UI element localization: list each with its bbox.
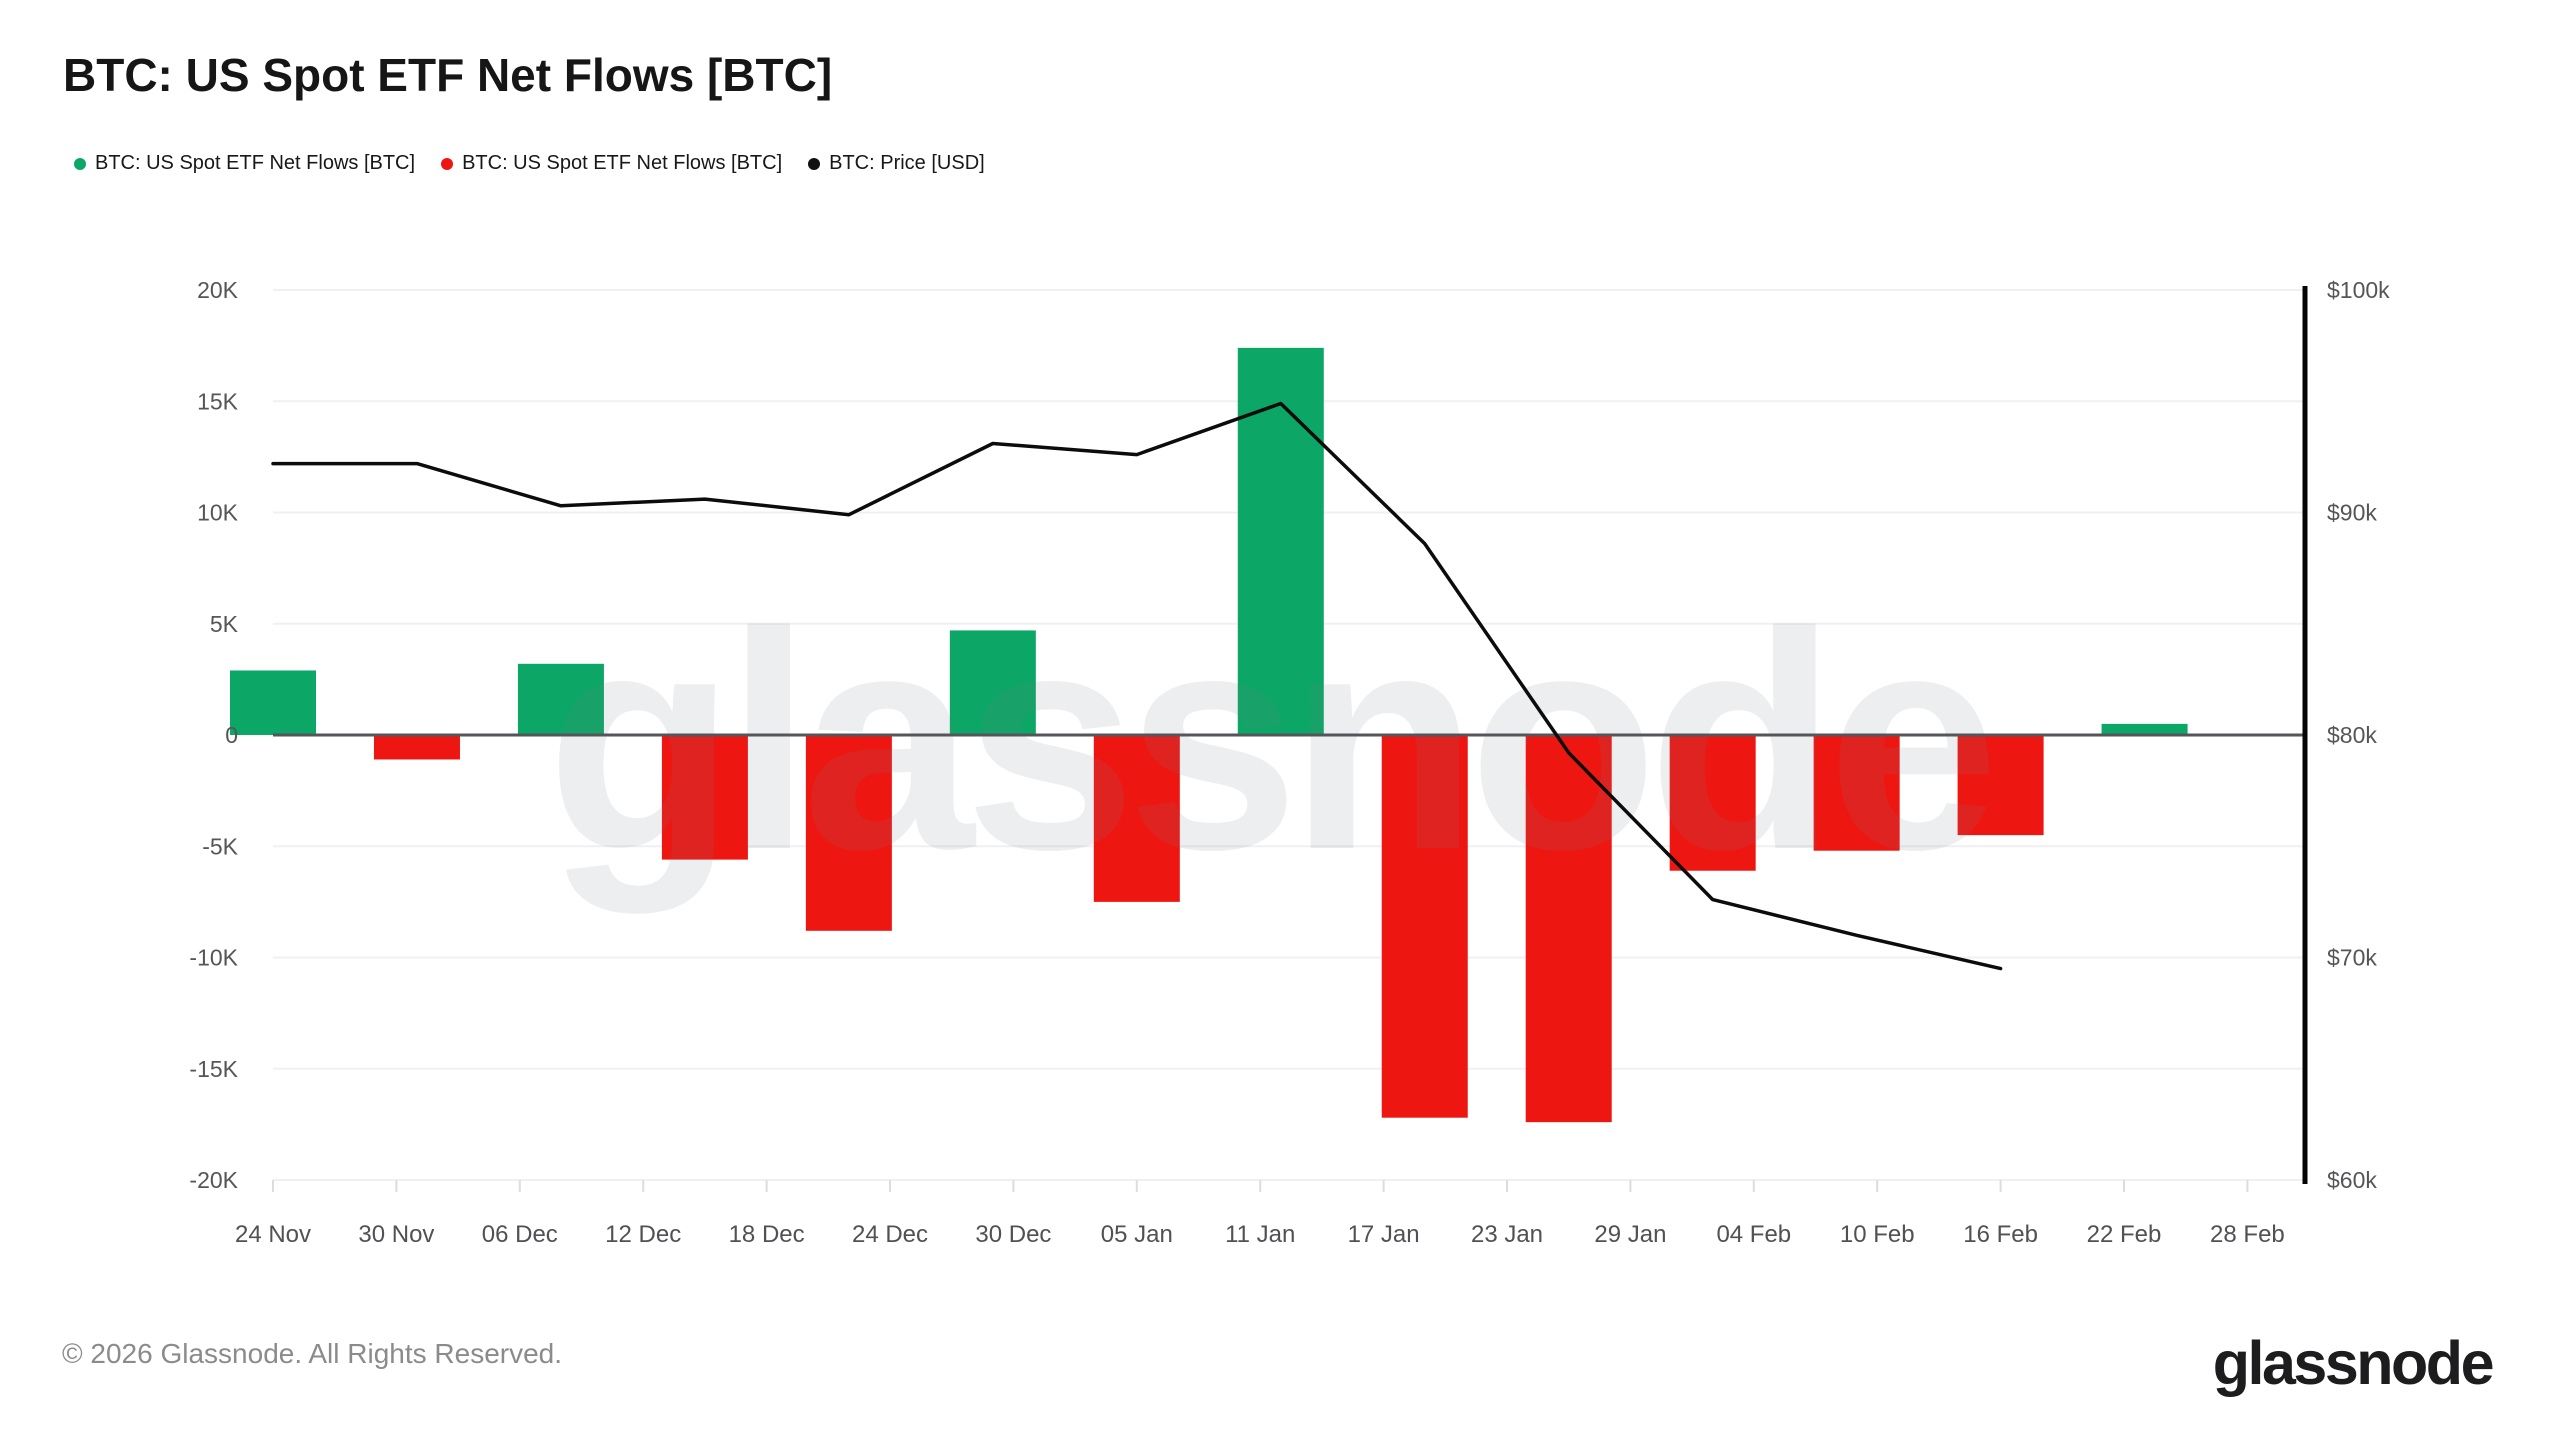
y-axis-label-left: -5K bbox=[202, 833, 238, 859]
legend-label: BTC: US Spot ETF Net Flows [BTC] bbox=[95, 152, 416, 174]
y-axis-label-left: -15K bbox=[189, 1056, 238, 1082]
x-axis-label: 29 Jan bbox=[1594, 1221, 1666, 1248]
x-axis-label: 10 Feb bbox=[1840, 1221, 1915, 1248]
x-axis-label: 24 Nov bbox=[235, 1221, 311, 1248]
y-axis-label-right: $60k bbox=[2327, 1167, 2377, 1193]
bar-23-feb[interactable] bbox=[2101, 723, 2188, 735]
x-axis-label: 17 Jan bbox=[1348, 1221, 1420, 1248]
legend-label: BTC: Price [USD] bbox=[829, 152, 985, 174]
bar-16-feb[interactable] bbox=[1957, 735, 2044, 836]
y-axis-label-left: -20K bbox=[189, 1167, 238, 1193]
y-axis-label-left: 10K bbox=[197, 500, 239, 526]
bar-19-jan[interactable] bbox=[1381, 735, 1468, 1118]
legend-dot-black-icon bbox=[808, 157, 821, 170]
chart-legend: BTC: US Spot ETF Net Flows [BTC] BTC: US… bbox=[74, 152, 985, 175]
x-axis-label: 28 Feb bbox=[2210, 1221, 2285, 1248]
x-axis-label: 23 Jan bbox=[1471, 1221, 1543, 1248]
legend-item-netflows-negative[interactable]: BTC: US Spot ETF Net Flows [BTC] bbox=[441, 152, 782, 175]
x-axis-label: 30 Nov bbox=[358, 1221, 434, 1248]
y-axis-label-right: $80k bbox=[2327, 722, 2377, 748]
y-axis-label-right: $100k bbox=[2327, 277, 2390, 303]
bar-29-dec[interactable] bbox=[949, 630, 1036, 735]
glassnode-logo: glassnode bbox=[2212, 1329, 2495, 1397]
bar-09-feb[interactable] bbox=[1813, 735, 1900, 851]
x-axis-label: 04 Feb bbox=[1716, 1221, 1791, 1248]
y-axis-label-right: $70k bbox=[2327, 945, 2377, 971]
y-axis-label-right: $90k bbox=[2327, 500, 2377, 526]
page-title: BTC: US Spot ETF Net Flows [BTC] bbox=[63, 49, 833, 101]
bar-05-jan[interactable] bbox=[1093, 735, 1180, 902]
bar-22-dec[interactable] bbox=[805, 735, 892, 931]
y-axis-label-left: 20K bbox=[197, 277, 239, 303]
x-axis-label: 18 Dec bbox=[729, 1221, 805, 1248]
bar-15-dec[interactable] bbox=[661, 735, 748, 860]
x-axis-label: 11 Jan bbox=[1225, 1221, 1295, 1248]
x-axis-label: 30 Dec bbox=[975, 1221, 1051, 1248]
x-axis-label: 05 Jan bbox=[1101, 1221, 1173, 1248]
y-axis-label-left: 15K bbox=[197, 388, 239, 414]
y-axis-label-left: 0 bbox=[225, 722, 238, 748]
bar-26-jan[interactable] bbox=[1525, 735, 1612, 1123]
y-axis-label-left: -10K bbox=[189, 945, 238, 971]
x-axis-label: 22 Feb bbox=[2087, 1221, 2162, 1248]
bar-24-nov[interactable] bbox=[230, 670, 316, 735]
legend-dot-red-icon bbox=[441, 157, 454, 170]
x-axis-label: 24 Dec bbox=[852, 1221, 928, 1248]
y-axis-label-left: 5K bbox=[210, 611, 239, 637]
legend-item-price[interactable]: BTC: Price [USD] bbox=[808, 152, 985, 175]
x-axis-label: 06 Dec bbox=[482, 1221, 558, 1248]
x-axis-label: 12 Dec bbox=[605, 1221, 681, 1248]
bar-08-dec[interactable] bbox=[517, 663, 604, 735]
legend-item-netflows-positive[interactable]: BTC: US Spot ETF Net Flows [BTC] bbox=[74, 152, 415, 175]
bar-01-dec[interactable] bbox=[373, 735, 460, 760]
bar-02-feb[interactable] bbox=[1669, 735, 1756, 871]
legend-dot-green-icon bbox=[74, 157, 86, 170]
glassnode-watermark: glassnode bbox=[546, 567, 1991, 916]
price-line[interactable] bbox=[271, 401, 2003, 971]
legend-label: BTC: US Spot ETF Net Flows [BTC] bbox=[462, 152, 783, 174]
copyright-text: © 2026 Glassnode. All Rights Reserved. bbox=[62, 1338, 563, 1369]
x-axis-label: 16 Feb bbox=[1963, 1221, 2038, 1248]
